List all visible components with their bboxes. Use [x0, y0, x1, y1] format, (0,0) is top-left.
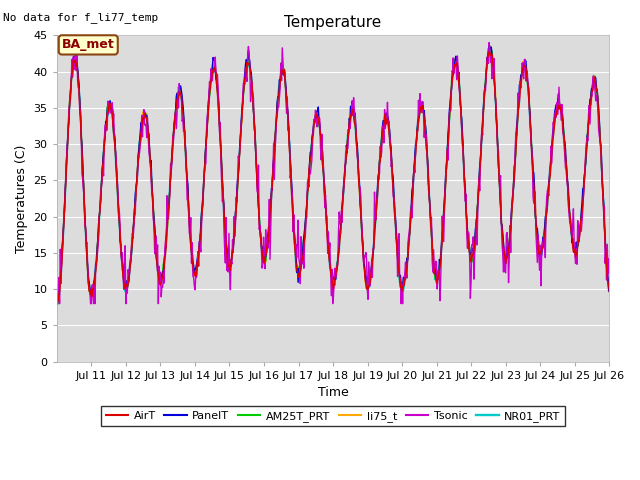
Tsonic [605, 276, 613, 282]
NR01_PRT [118, 256, 125, 262]
AirT [605, 289, 613, 295]
PanelT [268, 185, 275, 191]
AM25T_PRT [268, 195, 275, 201]
NR01_PRT [53, 301, 61, 307]
PanelT [421, 118, 429, 124]
AirT [391, 211, 399, 216]
Tsonic [246, 99, 254, 105]
Line: PanelT: PanelT [57, 46, 609, 304]
PanelT [246, 70, 254, 75]
li75_t [53, 301, 61, 307]
NR01_PRT [220, 196, 227, 202]
Line: Tsonic: Tsonic [57, 43, 609, 304]
PanelT [485, 43, 493, 49]
NR01_PRT [246, 66, 254, 72]
Tsonic [421, 120, 429, 125]
li75_t [390, 198, 398, 204]
li75_t [268, 192, 275, 198]
PanelT [605, 281, 613, 287]
NR01_PRT [390, 198, 398, 204]
Line: NR01_PRT: NR01_PRT [57, 48, 609, 304]
li75_t [605, 287, 613, 292]
AM25T_PRT [421, 120, 429, 126]
AirT [118, 264, 126, 270]
Tsonic [485, 40, 493, 46]
Title: Temperature: Temperature [284, 15, 381, 30]
Y-axis label: Temperatures (C): Temperatures (C) [15, 144, 28, 252]
Tsonic [53, 301, 61, 307]
Line: AM25T_PRT: AM25T_PRT [57, 46, 609, 304]
NR01_PRT [421, 121, 429, 127]
AM25T_PRT [486, 43, 493, 49]
PanelT [118, 254, 125, 260]
li75_t [421, 122, 429, 128]
AirT [268, 184, 276, 190]
NR01_PRT [268, 192, 275, 198]
li75_t [220, 190, 227, 196]
AM25T_PRT [605, 283, 613, 288]
NR01_PRT [486, 45, 493, 50]
Line: li75_t: li75_t [57, 47, 609, 304]
AM25T_PRT [390, 197, 398, 203]
AirT [248, 76, 255, 82]
Tsonic [220, 186, 227, 192]
Tsonic [390, 195, 398, 201]
AirT [485, 49, 493, 55]
AM25T_PRT [53, 301, 61, 307]
PanelT [53, 301, 61, 307]
Tsonic [118, 257, 125, 263]
AM25T_PRT [246, 69, 254, 74]
AirT [220, 206, 228, 212]
li75_t [246, 66, 254, 72]
Line: AirT: AirT [57, 52, 609, 304]
li75_t [486, 44, 494, 49]
AM25T_PRT [220, 192, 227, 197]
Tsonic [268, 195, 275, 201]
AirT [53, 298, 61, 303]
X-axis label: Time: Time [317, 386, 348, 399]
NR01_PRT [605, 285, 613, 290]
AM25T_PRT [118, 254, 125, 260]
PanelT [390, 193, 398, 199]
Text: No data for f_li77_temp: No data for f_li77_temp [3, 12, 159, 23]
Legend: AirT, PanelT, AM25T_PRT, li75_t, Tsonic, NR01_PRT: AirT, PanelT, AM25T_PRT, li75_t, Tsonic,… [101, 407, 565, 426]
AirT [54, 301, 61, 307]
PanelT [220, 194, 227, 200]
Text: BA_met: BA_met [62, 38, 115, 51]
AirT [422, 135, 429, 141]
li75_t [118, 253, 125, 259]
